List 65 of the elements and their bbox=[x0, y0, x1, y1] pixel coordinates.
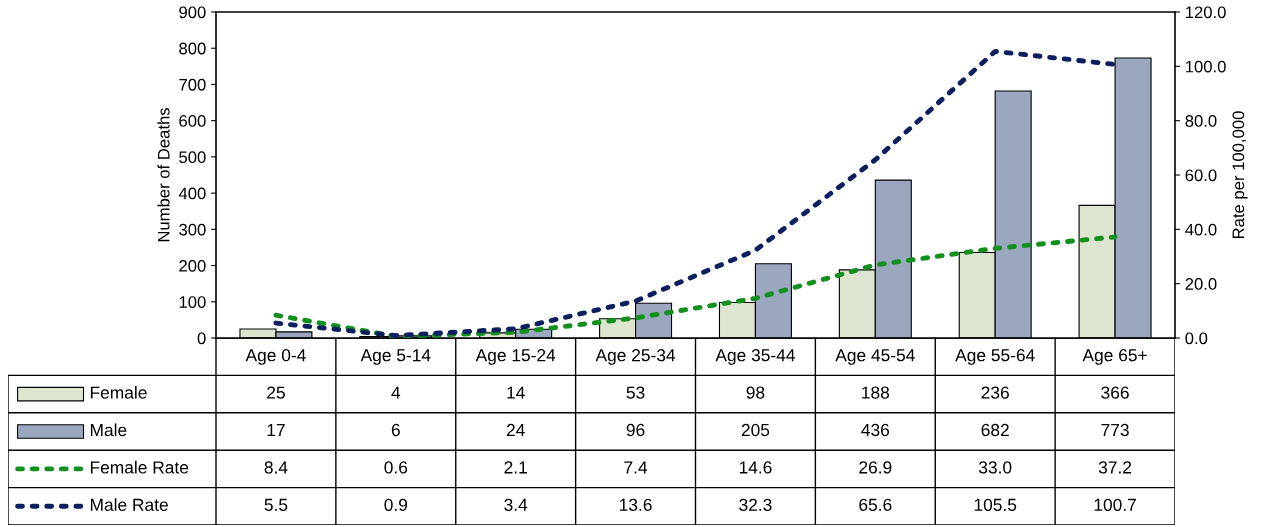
y-tick-label: 700 bbox=[179, 78, 206, 91]
data-label: 773 bbox=[1101, 423, 1129, 437]
y2-tick-label: 20.0 bbox=[1185, 278, 1217, 290]
x-tick-label: Age 5-14 bbox=[360, 349, 431, 365]
y-tick-label: 600 bbox=[179, 115, 206, 127]
y-tick-label: 900 bbox=[179, 6, 206, 19]
line-series bbox=[273, 234, 1118, 338]
y-tick-label: 200 bbox=[179, 259, 206, 272]
data-label: 17 bbox=[267, 424, 285, 436]
data-label: 436 bbox=[861, 423, 890, 437]
data-label: 37.2 bbox=[1098, 461, 1132, 474]
legend-label: Male bbox=[90, 423, 127, 437]
y2-tick-label: 100.0 bbox=[1185, 60, 1226, 73]
y2-tick-label: 40.0 bbox=[1185, 223, 1217, 236]
data-label: 0.6 bbox=[384, 461, 408, 474]
data-label: 24 bbox=[506, 423, 525, 436]
data-label: 366 bbox=[1101, 386, 1129, 399]
data-label: 3.4 bbox=[504, 498, 528, 511]
legend-label: Female bbox=[90, 386, 147, 399]
data-label: 0.9 bbox=[384, 498, 408, 511]
data-label: 236 bbox=[981, 386, 1009, 399]
data-label: 188 bbox=[862, 386, 890, 399]
y-tick-label: 300 bbox=[179, 223, 206, 236]
data-label: 8.4 bbox=[264, 461, 288, 474]
y-tick-label: 400 bbox=[178, 187, 206, 200]
data-label: 98 bbox=[746, 386, 765, 399]
data-label: 25 bbox=[267, 386, 285, 399]
x-tick-label: Age 55-64 bbox=[955, 349, 1035, 365]
y2-axis-title: Rate per 100,000 bbox=[1232, 111, 1248, 239]
y2-tick-label: 0.0 bbox=[1185, 332, 1208, 345]
x-tick-label: Age 45-54 bbox=[835, 349, 915, 365]
x-tick-label: Age 25-34 bbox=[595, 349, 676, 365]
data-label: 26.9 bbox=[859, 461, 892, 474]
data-label: 205 bbox=[741, 423, 770, 437]
data-label: 32.3 bbox=[739, 498, 772, 511]
x-tick-label: Age 0-4 bbox=[245, 349, 306, 365]
legend-label: Male Rate bbox=[90, 498, 168, 511]
y2-tick-label: 60.0 bbox=[1185, 169, 1217, 182]
y2-tick-label: 120.0 bbox=[1185, 6, 1226, 19]
data-label: 5.5 bbox=[264, 498, 288, 511]
data-label: 105.5 bbox=[974, 498, 1017, 511]
data-label: 100.7 bbox=[1094, 498, 1136, 511]
data-label: 682 bbox=[981, 423, 1009, 437]
y-tick-label: 0 bbox=[197, 332, 206, 345]
data-label: 53 bbox=[626, 386, 645, 399]
x-tick-label: Age 35-44 bbox=[715, 349, 795, 365]
data-label: 33.0 bbox=[978, 461, 1012, 474]
x-tick-label: Age 15-24 bbox=[475, 349, 556, 365]
data-label: 13.6 bbox=[619, 498, 652, 511]
y-tick-label: 100 bbox=[179, 296, 206, 308]
y-tick-label: 500 bbox=[179, 151, 206, 164]
data-label: 7.4 bbox=[624, 461, 648, 474]
line-series bbox=[273, 48, 1118, 338]
x-tick-label: Age 65+ bbox=[1082, 349, 1147, 365]
data-label: 4 bbox=[391, 386, 401, 399]
data-label: 96 bbox=[626, 423, 645, 437]
legend-label: Female Rate bbox=[90, 460, 189, 474]
data-label: 2.1 bbox=[504, 461, 527, 474]
data-label: 14 bbox=[507, 386, 525, 399]
y-axis-title: Number of Deaths bbox=[157, 107, 170, 242]
data-label: 14.6 bbox=[739, 461, 772, 474]
y2-tick-label: 80.0 bbox=[1185, 115, 1217, 127]
y-tick-label: 800 bbox=[179, 42, 206, 55]
data-label: 6 bbox=[391, 423, 400, 437]
data-label: 65.6 bbox=[859, 498, 892, 511]
